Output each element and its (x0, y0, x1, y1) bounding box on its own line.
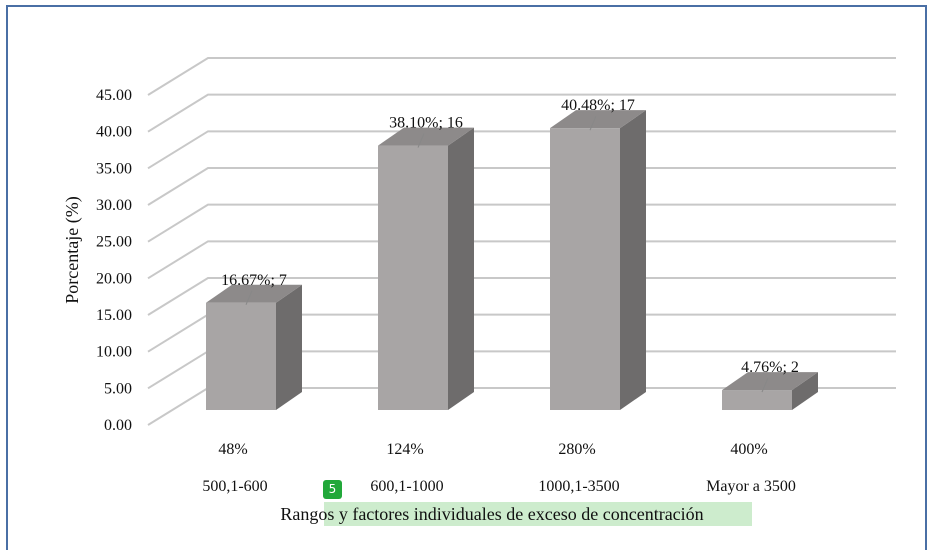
y-tick-label: 10.00 (96, 344, 132, 361)
bar (722, 390, 792, 410)
x-factor-label: 400% (730, 441, 767, 458)
x-axis-title-prefix: Rangos y (280, 504, 352, 524)
y-tick-label: 5.00 (104, 380, 132, 397)
grid-line (147, 93, 896, 133)
bars (206, 110, 818, 410)
bar (550, 128, 620, 410)
highlight-box (324, 502, 752, 526)
data-labels: 16.67%; 7 38.10%; 16 40.48%; 17 4.76%; 2 (221, 97, 799, 393)
y-tick-label: 20.00 (96, 270, 132, 287)
bar (206, 302, 276, 410)
bar-side (448, 127, 474, 410)
y-tick-label: 30.00 (96, 197, 132, 214)
x-tick-labels: 48% 500,1-600 124% 600,1-1000 280% 1000,1-350… (202, 441, 796, 495)
bar-top (550, 110, 646, 129)
grid-line (147, 240, 896, 280)
grid-line (147, 130, 896, 170)
grid-line (147, 57, 896, 96)
x-category-label: 1000,1-3500 (538, 478, 619, 495)
data-label-leader (417, 133, 425, 148)
bar-top (378, 127, 474, 146)
x-category-label: 500,1-600 (202, 478, 267, 495)
bar-side (792, 372, 818, 410)
x-axis-title-highlight: factores individuales de exceso de conce… (352, 504, 703, 524)
grid-line (147, 277, 896, 316)
data-label-leader (589, 115, 597, 131)
bar (378, 145, 448, 410)
bar-side (276, 284, 302, 410)
x-axis-title: Rangos y factores individuales de exceso… (280, 504, 703, 524)
data-label-leader (245, 290, 253, 305)
data-label: 38.10%; 16 (389, 115, 463, 132)
x-factor-label: 124% (386, 441, 423, 458)
bar-top (722, 372, 818, 391)
grid-line (147, 203, 896, 243)
y-tick-label: 40.00 (96, 124, 132, 141)
data-label: 40.48%; 17 (561, 97, 635, 114)
y-tick-labels: 0.00 5.00 10.00 15.00 20.00 25.00 30.00 35.00 40… (96, 87, 132, 434)
data-label: 4.76%; 2 (741, 359, 799, 376)
y-axis-title: Porcentaje (%) (62, 196, 83, 303)
y-tick-label: 25.00 (96, 234, 132, 251)
y-tick-label: 15.00 (96, 307, 132, 324)
x-factor-label: 280% (558, 441, 595, 458)
data-label: 16.67%; 7 (221, 272, 287, 289)
grid-line (147, 167, 896, 206)
y-tick-label: 0.00 (104, 417, 132, 434)
x-category-label: Mayor a 3500 (706, 478, 796, 495)
y-tick-label: 35.00 (96, 160, 132, 177)
annotation-badge: 5 (323, 480, 342, 499)
x-factor-label: 48% (218, 441, 247, 458)
data-label-leader (761, 377, 769, 393)
x-category-label: 600,1-1000 (370, 478, 443, 495)
y-tick-label: 45.00 (96, 87, 132, 104)
bar-top (206, 284, 302, 303)
bar-side (620, 110, 646, 410)
